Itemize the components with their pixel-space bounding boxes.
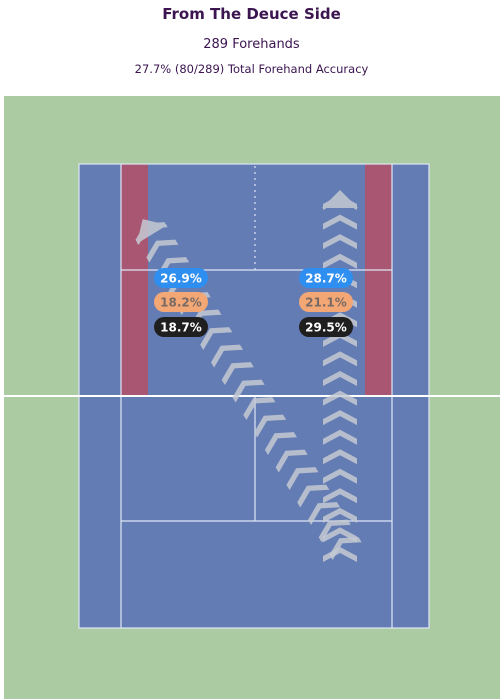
tennis-court: 26.9% 18.2% 18.7% 28.7% 21.1% 29.5% [4, 96, 500, 699]
chevron [323, 488, 357, 504]
chevron [254, 414, 287, 438]
badge-pill [154, 268, 208, 288]
chevron [323, 507, 357, 523]
chevron [329, 537, 362, 560]
badge-pill [154, 317, 208, 337]
chevron [232, 379, 265, 403]
target-zone-right [365, 164, 392, 396]
chevron [189, 309, 222, 333]
accuracy-badge-right-2: 21.1% [299, 292, 353, 312]
chevron [200, 327, 233, 350]
badge-pill [299, 268, 353, 288]
chevron [323, 527, 357, 543]
arrowhead [322, 190, 358, 208]
chart-title: From The Deuce Side [162, 5, 341, 23]
badge-value: 29.5% [305, 321, 347, 335]
chevron [264, 432, 297, 455]
chevron [221, 362, 254, 385]
badge-pill [299, 317, 353, 337]
down-the-line-arrow [322, 190, 358, 562]
accuracy-summary: 27.7% (80/289) Total Forehand Accuracy [134, 62, 369, 76]
chart-subtitle: 289 Forehands [203, 37, 300, 52]
arrowhead [136, 219, 168, 244]
accuracy-badge-left-1: 26.9% [154, 268, 208, 288]
chevron [323, 234, 357, 250]
chevron [323, 214, 357, 230]
badge-value: 18.7% [160, 321, 202, 335]
chevron [323, 547, 357, 562]
chevron [323, 429, 357, 445]
chevron [323, 468, 357, 484]
badge-value: 21.1% [305, 296, 347, 310]
chevron [323, 351, 357, 367]
accuracy-badge-right-1: 28.7% [299, 268, 353, 288]
badge-value: 26.9% [160, 272, 202, 286]
chevron [318, 519, 351, 543]
chevron [146, 239, 179, 263]
chevron [286, 467, 319, 490]
badge-value: 18.2% [160, 296, 202, 310]
chevron [323, 253, 357, 269]
chevron [323, 390, 357, 406]
chevron [157, 257, 190, 280]
accuracy-badge-left-3: 18.7% [154, 317, 208, 337]
chevron [275, 449, 308, 473]
badge-pill [154, 292, 208, 312]
badge-pill [299, 292, 353, 312]
shot-arrows [135, 190, 362, 562]
badge-value: 28.7% [305, 272, 347, 286]
accuracy-badge-left-2: 18.2% [154, 292, 208, 312]
chevron [323, 371, 357, 386]
chevron [323, 410, 357, 426]
chart-header: From The Deuce Side 289 Forehands 27.7% … [0, 0, 503, 96]
chevron [211, 344, 244, 368]
chevron [308, 502, 341, 525]
chevron [243, 397, 276, 420]
chevron [297, 484, 330, 508]
zone-badges: 26.9% 18.2% 18.7% 28.7% 21.1% 29.5% [154, 268, 353, 337]
chevron [323, 449, 357, 465]
target-zone-left [121, 164, 148, 396]
accuracy-badge-right-3: 29.5% [299, 317, 353, 337]
